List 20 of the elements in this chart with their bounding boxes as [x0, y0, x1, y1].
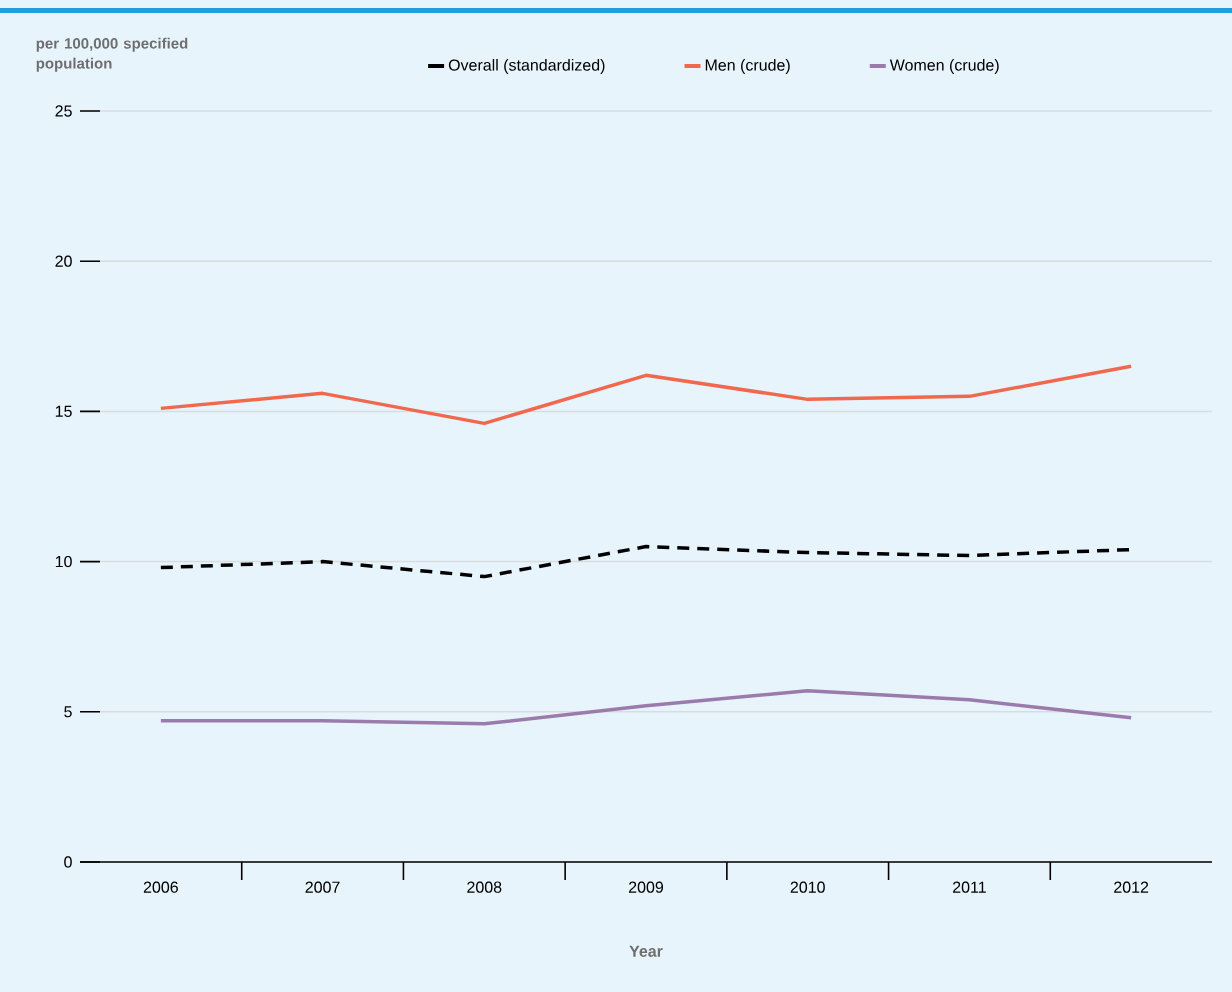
x-tick-label: 2009 [629, 881, 664, 893]
legend-label: Men (crude) [705, 59, 790, 74]
x-tick-label: 2010 [790, 881, 825, 893]
line-series [159, 364, 1133, 426]
x-axis-title: Year [629, 945, 663, 957]
y-tick-label: 0 [64, 856, 72, 868]
x-tick-label: 2007 [305, 881, 340, 893]
y-axis-title: per 100,000 specified population [36, 37, 188, 72]
y-tick-label: 25 [55, 105, 72, 117]
x-tick-label: 2012 [1114, 881, 1149, 893]
y-tick-label: 15 [55, 405, 72, 417]
line-series [159, 689, 1133, 726]
y-tick-label: 5 [64, 706, 72, 718]
x-tick-label: 2008 [467, 881, 502, 893]
legend-label: Women (crude) [889, 59, 999, 74]
legend-label: Overall (standardized) [448, 59, 605, 74]
y-tick-label: 10 [55, 555, 72, 568]
x-tick-label: 2006 [143, 881, 178, 893]
y-tick-label: 20 [55, 255, 72, 267]
x-tick-label: 2011 [953, 881, 986, 893]
